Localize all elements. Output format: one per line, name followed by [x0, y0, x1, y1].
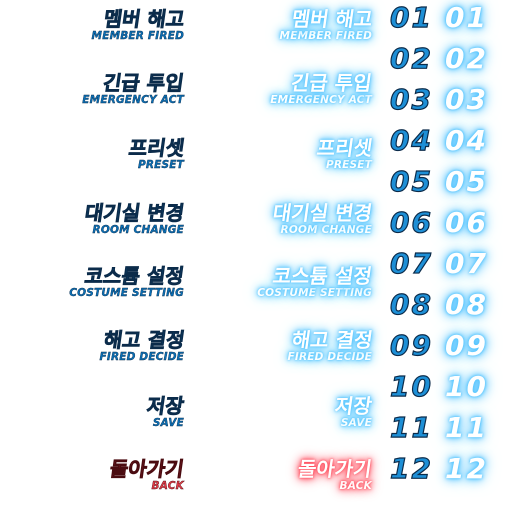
- number-04-glow: 04: [445, 124, 488, 157]
- menu-member-fired-button-glow[interactable]: 멤버 해고 MEMBER FIRED: [279, 7, 374, 42]
- menu-item-korean-label: 돌아가기: [108, 457, 186, 482]
- number-06-glow: 06: [445, 206, 488, 239]
- number-10: 10: [389, 370, 433, 403]
- number-11-glow: 11: [445, 411, 488, 444]
- menu-costume-setting-button[interactable]: 코스튬 설정 COSTUME SETTING: [69, 264, 186, 300]
- menu-item-english-label: EMERGENCY ACT: [270, 94, 372, 106]
- menu-item-korean-label: 저장: [333, 394, 374, 418]
- menu-preset-button[interactable]: 프리셋 PRESET: [127, 136, 186, 172]
- menu-item-korean-label: 저장: [145, 394, 186, 419]
- menu-back-button[interactable]: 돌아가기 BACK: [108, 457, 186, 493]
- menu-save-button[interactable]: 저장 SAVE: [145, 394, 186, 430]
- menu-room-change-button-glow[interactable]: 대기실 변경 ROOM CHANGE: [271, 201, 374, 236]
- menu-item-english-label: COSTUME SETTING: [257, 287, 372, 299]
- menu-item-english-label: SAVE: [340, 417, 372, 429]
- menu-fired-decide-button-glow[interactable]: 해고 결정 FIRED DECIDE: [287, 328, 374, 363]
- menu-item-korean-label: 코스튬 설정: [83, 264, 186, 289]
- menu-save-button-glow[interactable]: 저장 SAVE: [333, 394, 374, 429]
- menu-item-english-label: BACK: [339, 480, 372, 492]
- menu-item-korean-label: 해고 결정: [289, 328, 374, 352]
- menu-item-korean-label: 멤버 해고: [289, 7, 374, 31]
- menu-emergency-act-button-glow[interactable]: 긴급 투입 EMERGENCY ACT: [270, 71, 374, 106]
- menu-item-english-label: PRESET: [137, 159, 184, 171]
- number-07-glow: 07: [445, 247, 488, 280]
- menu-item-english-label: COSTUME SETTING: [69, 287, 184, 299]
- number-02: 02: [389, 42, 433, 75]
- number-01-glow: 01: [445, 1, 488, 34]
- number-05: 05: [389, 165, 433, 198]
- menu-item-english-label: EMERGENCY ACT: [82, 94, 184, 106]
- number-10-glow: 10: [445, 370, 488, 403]
- menu-item-korean-label: 프리셋: [127, 136, 186, 161]
- menu-item-korean-label: 긴급 투입: [101, 71, 186, 96]
- menu-item-english-label: FIRED DECIDE: [99, 351, 184, 363]
- menu-item-english-label: ROOM CHANGE: [280, 224, 372, 236]
- menu-item-english-label: PRESET: [325, 159, 372, 171]
- number-08-glow: 08: [445, 288, 488, 321]
- number-09-glow: 09: [445, 329, 488, 362]
- menu-item-korean-label: 돌아가기: [296, 457, 374, 481]
- number-02-glow: 02: [445, 42, 488, 75]
- menu-preset-button-glow[interactable]: 프리셋 PRESET: [315, 136, 374, 171]
- number-11: 11: [389, 411, 433, 444]
- menu-item-english-label: MEMBER FIRED: [279, 30, 372, 42]
- menu-item-english-label: MEMBER FIRED: [91, 30, 184, 42]
- menu-item-korean-label: 긴급 투입: [289, 71, 374, 95]
- menu-costume-setting-button-glow[interactable]: 코스튬 설정 COSTUME SETTING: [257, 264, 374, 299]
- number-08: 08: [389, 288, 433, 321]
- menu-item-korean-label: 대기실 변경: [271, 201, 374, 225]
- number-12: 12: [389, 452, 433, 485]
- number-07: 07: [389, 247, 433, 280]
- menu-item-korean-label: 해고 결정: [101, 328, 186, 353]
- menu-item-korean-label: 대기실 변경: [83, 201, 186, 226]
- menu-fired-decide-button[interactable]: 해고 결정 FIRED DECIDE: [99, 328, 186, 364]
- menu-room-change-button[interactable]: 대기실 변경 ROOM CHANGE: [83, 201, 186, 237]
- number-04: 04: [389, 124, 433, 157]
- number-03: 03: [389, 83, 433, 116]
- number-12-glow: 12: [445, 452, 488, 485]
- number-03-glow: 03: [445, 83, 488, 116]
- number-06: 06: [389, 206, 433, 239]
- menu-back-button-glow[interactable]: 돌아가기 BACK: [296, 457, 374, 492]
- menu-item-korean-label: 프리셋: [315, 136, 374, 160]
- number-05-glow: 05: [445, 165, 488, 198]
- menu-item-korean-label: 코스튬 설정: [271, 264, 374, 288]
- number-09: 09: [389, 329, 433, 362]
- menu-item-korean-label: 멤버 해고: [101, 7, 186, 32]
- number-01: 01: [389, 1, 433, 34]
- menu-item-english-label: SAVE: [152, 417, 184, 429]
- menu-item-english-label: ROOM CHANGE: [92, 224, 184, 236]
- menu-emergency-act-button[interactable]: 긴급 투입 EMERGENCY ACT: [82, 71, 186, 107]
- menu-member-fired-button[interactable]: 멤버 해고 MEMBER FIRED: [91, 7, 186, 43]
- menu-item-english-label: FIRED DECIDE: [287, 351, 372, 363]
- menu-item-english-label: BACK: [151, 480, 184, 492]
